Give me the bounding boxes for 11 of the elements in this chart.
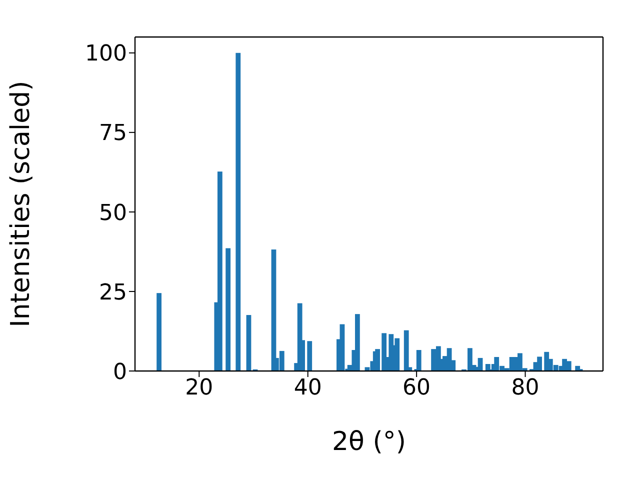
y-tick-label: 25 xyxy=(99,280,127,306)
x-tick-label: 60 xyxy=(402,376,431,401)
y-tick-label: 100 xyxy=(85,42,127,67)
y-tick-label: 0 xyxy=(113,360,127,385)
y-axis-title: Intensities (scaled) xyxy=(6,80,36,328)
x-axis-title: 2θ (°) xyxy=(332,427,406,457)
y-tick-label: 50 xyxy=(99,200,127,226)
x-tick-label: 20 xyxy=(185,376,214,401)
x-tick-label: 40 xyxy=(294,376,322,401)
x-tick-label: 80 xyxy=(511,376,540,401)
y-tick-label: 75 xyxy=(99,121,127,146)
